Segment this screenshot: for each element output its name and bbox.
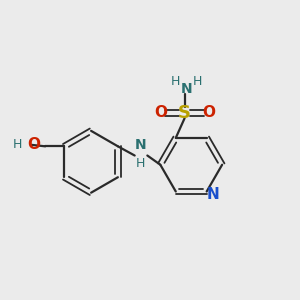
Text: O: O xyxy=(202,105,215,120)
Text: O: O xyxy=(154,105,167,120)
Text: H: H xyxy=(13,138,22,151)
Text: N: N xyxy=(207,187,220,202)
Text: S: S xyxy=(178,104,191,122)
Text: H: H xyxy=(136,157,145,170)
Text: O: O xyxy=(28,137,40,152)
Text: N: N xyxy=(181,82,193,96)
Text: N: N xyxy=(135,138,146,152)
Text: H: H xyxy=(192,75,202,88)
Text: H: H xyxy=(170,75,180,88)
